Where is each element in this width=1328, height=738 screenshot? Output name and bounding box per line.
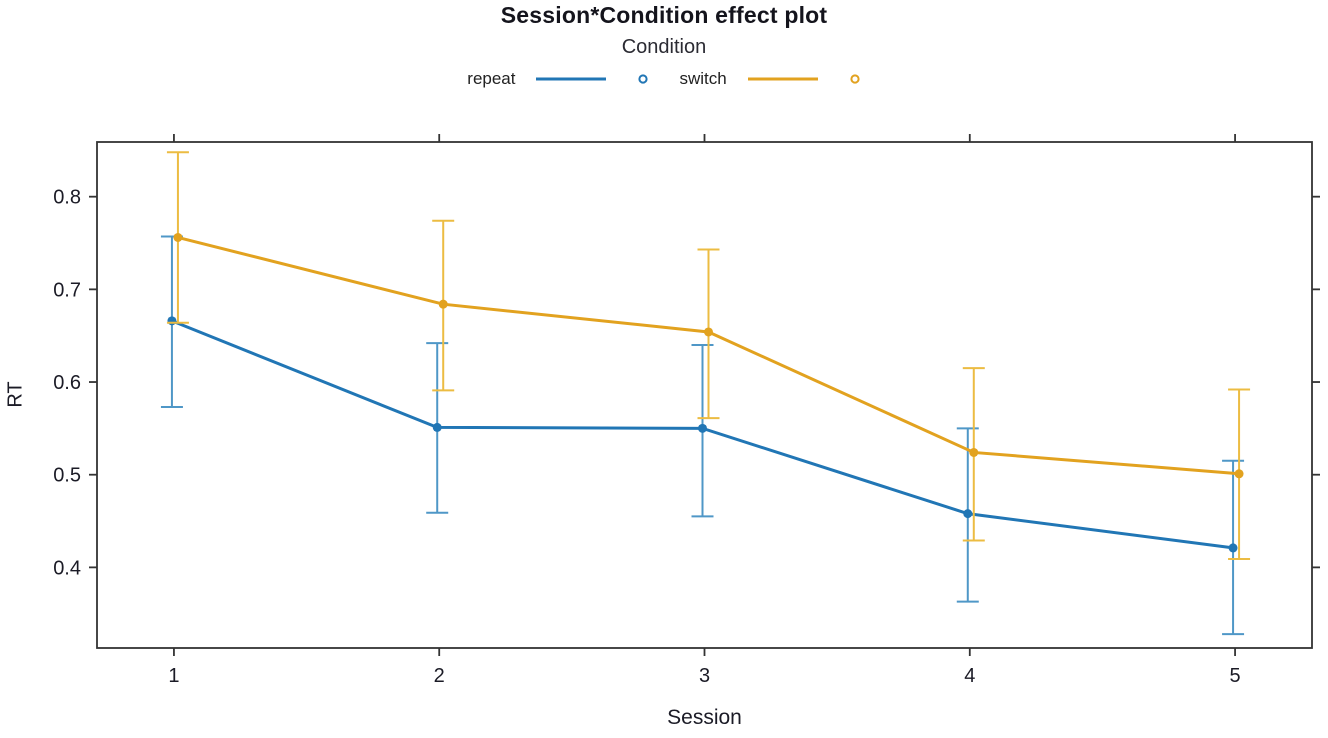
y-tick-label: 0.7	[53, 279, 81, 301]
x-tick-label: 4	[964, 665, 975, 687]
y-axis-label: RT	[4, 381, 27, 408]
legend-point-swatch-switch	[850, 74, 860, 84]
data-point-repeat-session-5	[1228, 543, 1238, 553]
legend-line-swatch-repeat	[536, 77, 607, 81]
legend-line-swatch-switch	[747, 77, 818, 81]
data-point-switch-session-1	[173, 232, 183, 242]
legend: repeat switch	[0, 66, 1328, 92]
data-point-repeat-session-2	[432, 422, 442, 432]
x-tick-label: 1	[168, 665, 179, 687]
data-point-repeat-session-1	[167, 316, 177, 326]
data-point-switch-session-3	[704, 327, 713, 337]
legend-title: Condition	[621, 36, 707, 58]
data-point-switch-session-5	[1234, 469, 1244, 479]
y-tick-label: 0.4	[53, 557, 81, 579]
legend-item-repeat: repeat	[467, 69, 649, 89]
plot-frame	[96, 141, 1313, 649]
x-tick-label: 3	[699, 665, 710, 687]
chart-title: Session*Condition effect plot	[500, 2, 828, 28]
data-point-repeat-session-4	[963, 509, 973, 519]
plot-area: 1 2 3 4 5 0.4 0.5 0.6 0.7 0.8	[53, 134, 1320, 687]
x-tick-label: 2	[434, 665, 445, 687]
legend-label-repeat: repeat	[467, 69, 516, 88]
y-tick-label: 0.5	[53, 465, 81, 487]
legend-label-switch: switch	[679, 69, 727, 88]
legend-item-switch: switch	[679, 69, 860, 89]
data-point-repeat-session-3	[698, 423, 707, 433]
y-tick-label: 0.6	[53, 372, 81, 394]
legend-point-swatch-repeat	[638, 74, 649, 84]
data-point-switch-session-4	[969, 447, 979, 457]
x-axis-label: Session	[667, 706, 742, 729]
data-point-switch-session-2	[438, 299, 448, 309]
y-tick-label: 0.8	[53, 187, 81, 209]
x-tick-label: 5	[1230, 665, 1241, 687]
